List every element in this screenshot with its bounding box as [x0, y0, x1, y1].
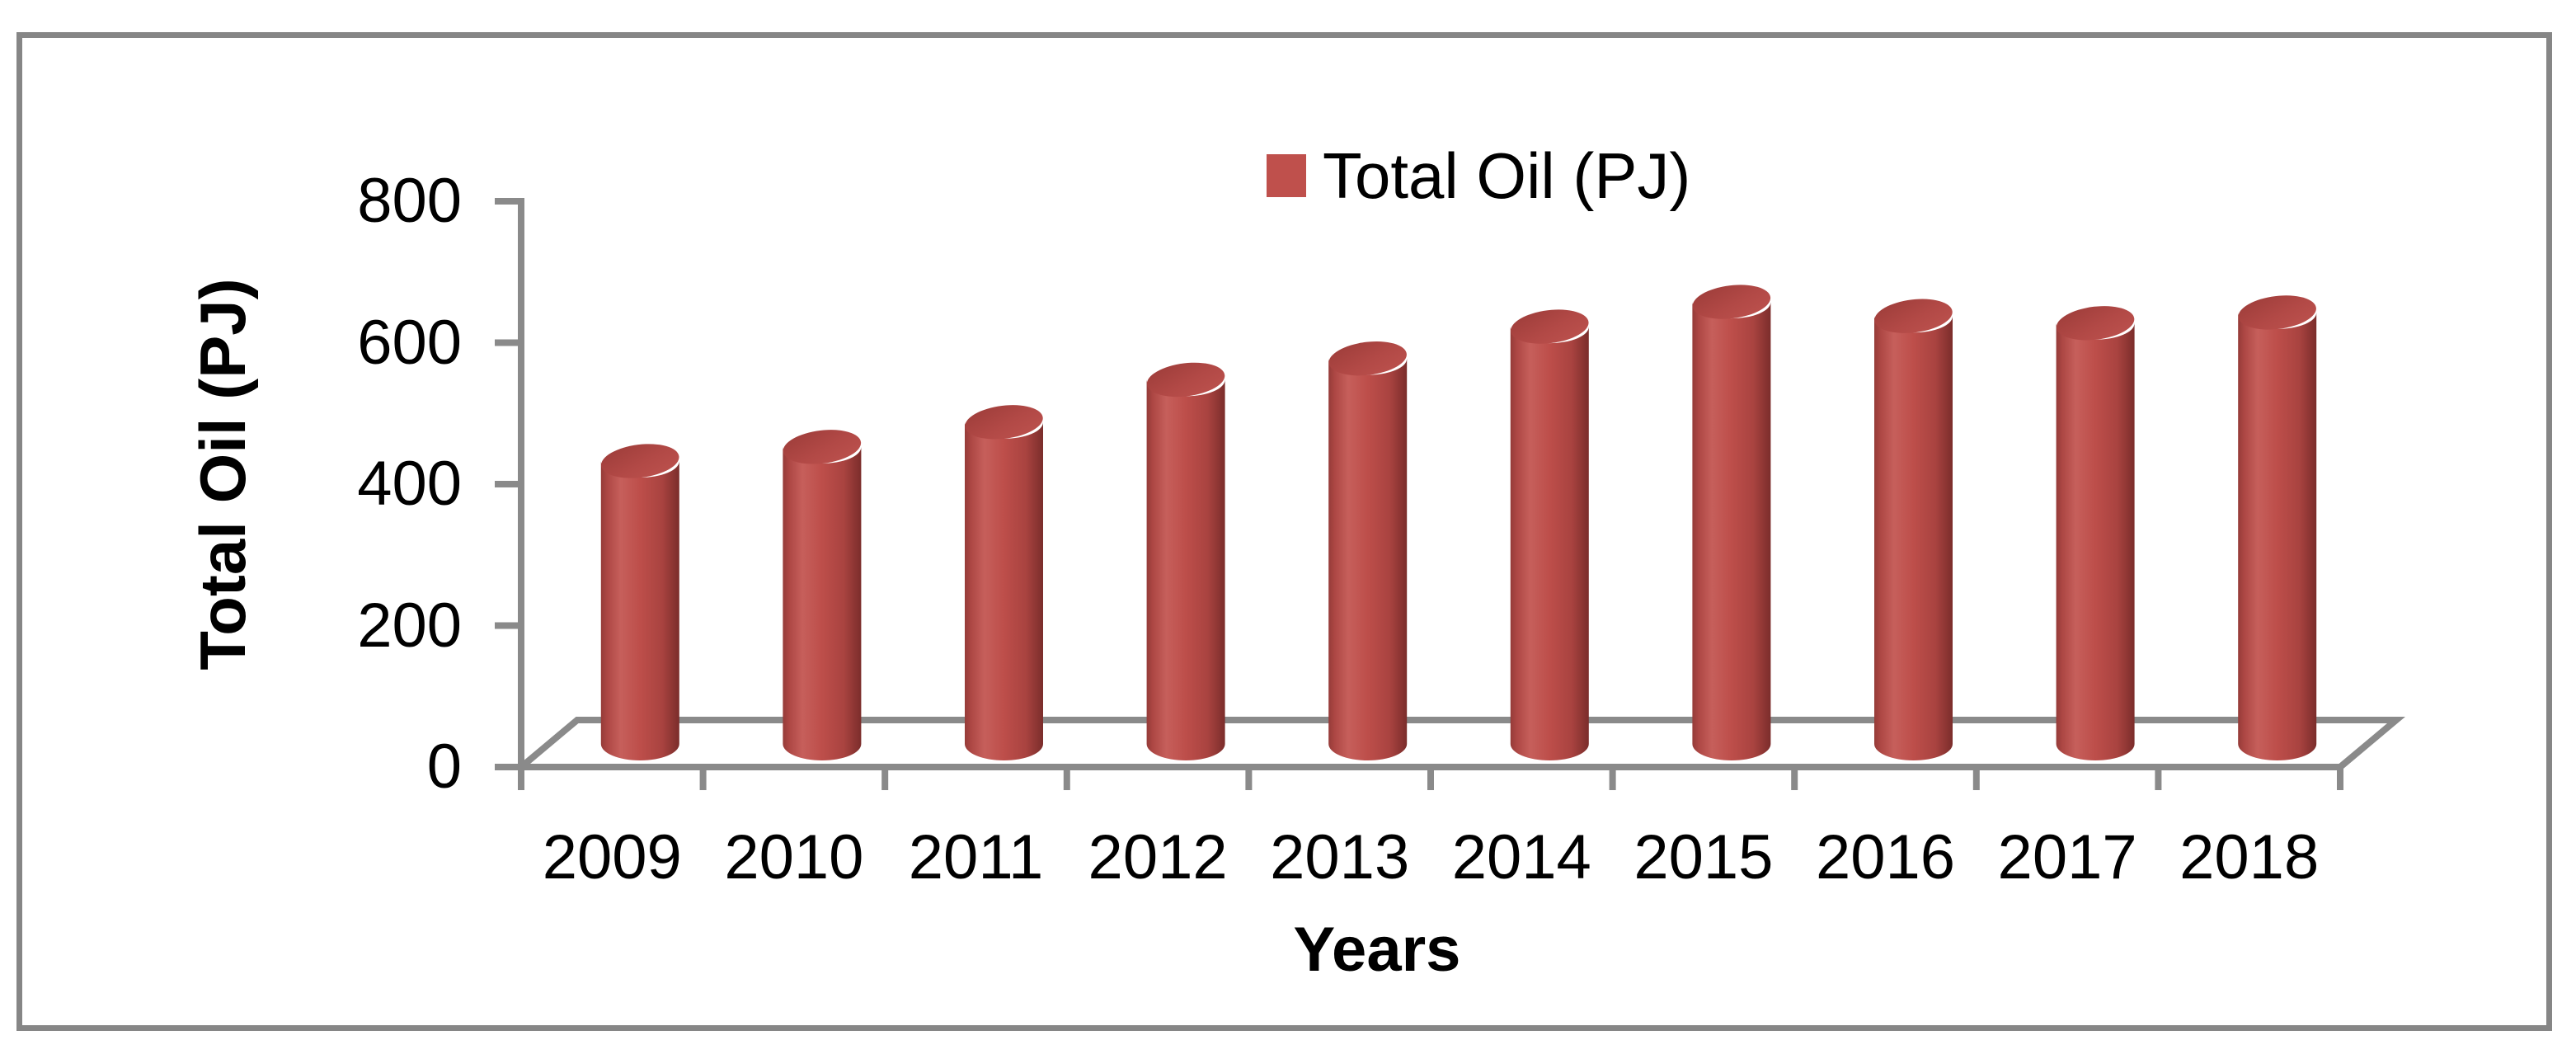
y-tick-label-200: 200	[357, 590, 462, 661]
bar-cylinder-2011	[965, 405, 1043, 761]
floor-back-edge	[519, 717, 2405, 770]
cylinder-body	[2056, 322, 2135, 761]
x-tick-label-2018: 2018	[2179, 822, 2320, 892]
bar-cylinder-2017	[2056, 306, 2135, 761]
cylinder-body	[1510, 327, 1589, 761]
x-axis-title: Years	[1293, 915, 1461, 985]
x-tick-label-2011: 2011	[908, 822, 1044, 892]
cylinder-top-cap	[1146, 362, 1225, 398]
cylinder-top-cap	[601, 444, 679, 478]
cylinder-top-cap	[2056, 306, 2135, 341]
cylinder-top-cap	[965, 405, 1043, 440]
bar-cylinder-2013	[1328, 341, 1408, 761]
cylinder-top-cap	[1511, 309, 1589, 344]
floor-outline	[519, 717, 2405, 770]
bar-cylinder-2009	[600, 444, 679, 761]
cylinder-body	[1874, 316, 1953, 761]
x-tick-label-2014: 2014	[1451, 822, 1591, 892]
x-tick-label-2017: 2017	[1997, 822, 2137, 892]
cylinder-body	[1328, 358, 1408, 761]
bar-cylinder-2012	[1146, 362, 1225, 761]
cylinder-top-cap	[783, 430, 862, 464]
x-tick-label-2015: 2015	[1634, 822, 1774, 892]
legend-swatch-icon	[1267, 154, 1306, 197]
x-tick-label-2012: 2012	[1088, 822, 1228, 892]
cylinder-body	[965, 421, 1043, 761]
legend-series-label: Total Oil (PJ)	[1323, 139, 1691, 212]
y-tick-label-600: 600	[357, 307, 462, 378]
cylinder-top-cap	[1874, 299, 1953, 333]
x-tick-label-2016: 2016	[1815, 822, 1956, 892]
y-tick-label-0: 0	[426, 732, 462, 802]
bar-cylinder-2014	[1510, 309, 1589, 761]
bar-cylinder-2018	[2238, 295, 2317, 761]
axes	[495, 198, 2343, 790]
bar-cylinder-2010	[783, 430, 862, 761]
bar-cylinder-2016	[1874, 299, 1953, 761]
x-tick-label-2010: 2010	[724, 822, 864, 892]
cylinder-top-cap	[2238, 295, 2316, 330]
y-axis-title: Total Oil (PJ)	[186, 278, 259, 671]
cylinder-top-cap	[1692, 285, 1771, 319]
bar-cylinder-2015	[1692, 285, 1771, 761]
x-tick-label-2013: 2013	[1270, 822, 1410, 892]
x-tick-label-2009: 2009	[542, 822, 682, 892]
y-tick-label-800: 800	[357, 166, 462, 236]
y-tick-label-400: 400	[357, 449, 462, 519]
cylinder-top-cap	[1328, 341, 1407, 376]
legend: Total Oil (PJ)	[1267, 139, 1690, 213]
cylinder-body	[783, 446, 862, 761]
bars	[600, 285, 2317, 761]
cylinder-body	[2238, 312, 2317, 761]
cylinder-body	[600, 461, 679, 761]
cylinder-body	[1692, 302, 1771, 761]
cylinder-body	[1146, 379, 1225, 761]
